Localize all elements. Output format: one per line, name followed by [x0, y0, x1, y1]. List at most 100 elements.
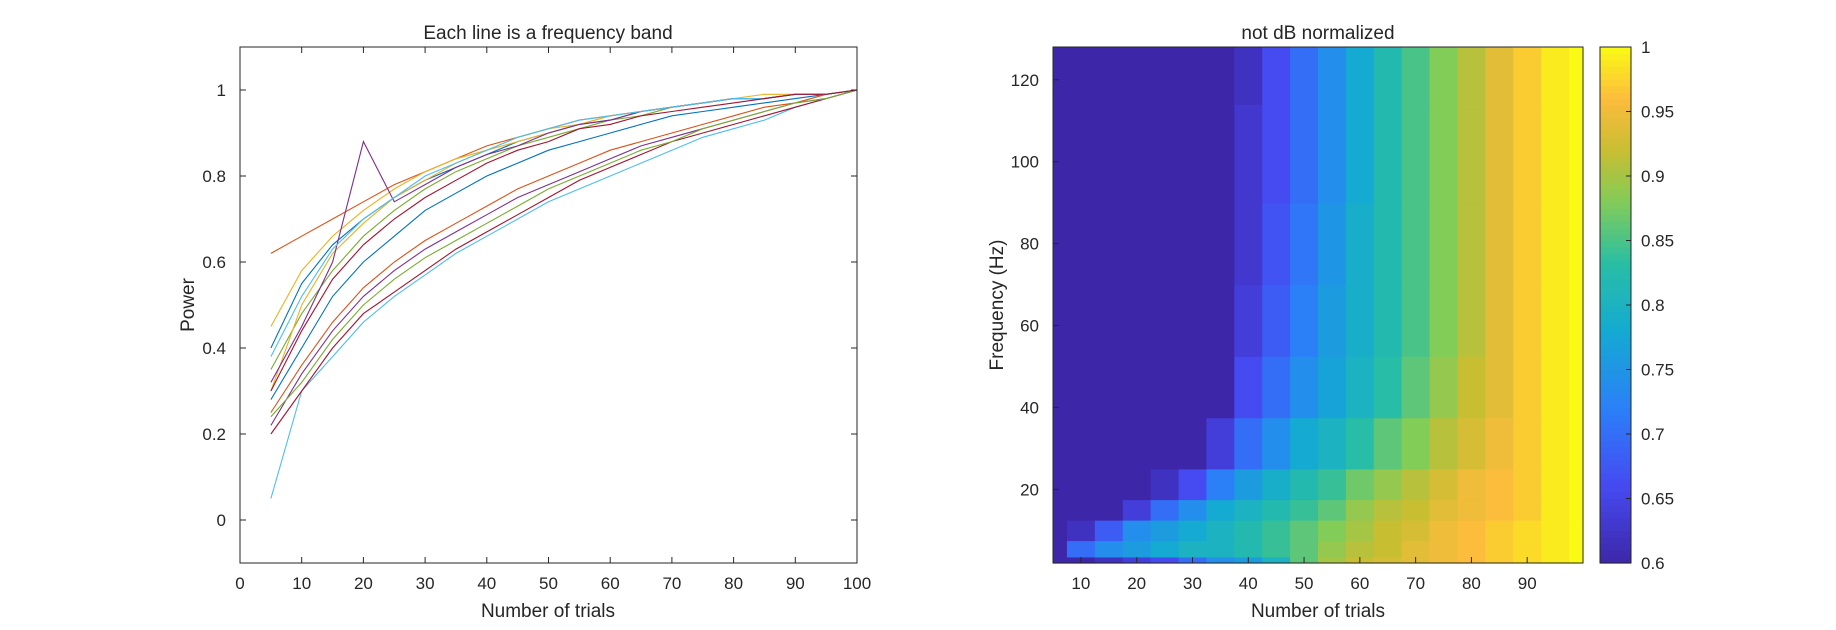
heatmap-cell [1513, 202, 1542, 286]
heatmap-cell [1262, 499, 1291, 521]
heatmap-cell [1150, 540, 1180, 558]
heatmap-cell [1206, 47, 1235, 105]
heatmap-cell [1345, 499, 1375, 521]
heatmap-cell [1457, 499, 1486, 521]
colorbar-segment [1600, 59, 1631, 67]
heatmap-cell [1122, 202, 1152, 286]
heatmap-cell [1290, 356, 1319, 419]
heatmap-cell [1234, 468, 1263, 501]
line-plot: Each line is a frequency band 0 10 20 30 40 5… [178, 23, 871, 622]
heatmap-cell [1513, 417, 1542, 470]
heatmap-cell [1178, 499, 1208, 521]
colorbar-segment [1600, 517, 1631, 525]
heatmap-cell [1234, 417, 1263, 470]
colorbar-segment [1600, 92, 1631, 100]
heatmap-cell [1122, 499, 1152, 521]
colorbar-segment [1600, 524, 1631, 532]
colorbar-segment [1600, 143, 1631, 151]
colorbar-tick-label: 0.75 [1641, 361, 1674, 380]
heatmap-cell [1457, 468, 1486, 501]
heatmap-cell [1066, 499, 1096, 521]
heatmap-cell [1569, 47, 1584, 105]
line-plot-series-group [270, 89, 858, 499]
colorbar-segment [1600, 363, 1631, 371]
heatmap-cell [1150, 202, 1180, 286]
colorbar-segment [1600, 176, 1631, 184]
colorbar-segment [1600, 556, 1631, 564]
heatmap-cell [1234, 284, 1263, 357]
heatmap-cell [1373, 540, 1403, 558]
heatmap-y-tick-label: 100 [1011, 153, 1039, 172]
heatmap-cell [1541, 356, 1570, 419]
heatmap-cell [1178, 540, 1208, 558]
heatmap-cell [1345, 417, 1375, 470]
heatmap-cell [1262, 468, 1291, 501]
y-tick-label: 1 [217, 81, 226, 100]
heatmap-x-tick-label: 90 [1518, 574, 1537, 593]
colorbar-segment [1600, 195, 1631, 203]
colorbar-segment [1600, 98, 1631, 106]
heatmap-cell [1150, 520, 1180, 542]
heatmap-cell [1150, 284, 1180, 357]
heatmap-cell [1094, 284, 1124, 357]
x-tick-label: 90 [786, 574, 805, 593]
heatmap-cell [1053, 356, 1068, 419]
heatmap-cell [1206, 356, 1235, 419]
colorbar-segment [1600, 421, 1631, 429]
line-series-11 [270, 89, 858, 383]
x-tick-label: 0 [235, 574, 244, 593]
heatmap-cell [1206, 520, 1235, 542]
heatmap-cell [1569, 284, 1584, 357]
heatmap-x-tick-label: 60 [1350, 574, 1369, 593]
heatmap-cell [1485, 520, 1514, 542]
heatmap-cell [1178, 468, 1208, 501]
colorbar-segment [1600, 472, 1631, 480]
heatmap-cell [1485, 202, 1514, 286]
colorbar-segment [1600, 434, 1631, 442]
colorbar-segment [1600, 498, 1631, 506]
heatmap-x-tick-label: 70 [1406, 574, 1425, 593]
heatmap-cell [1345, 284, 1375, 357]
heatmap-cell [1485, 104, 1514, 204]
colorbar-segment [1600, 324, 1631, 332]
colorbar-segment [1600, 330, 1631, 338]
colorbar-segment [1600, 137, 1631, 145]
heatmap-cell [1262, 284, 1291, 357]
colorbar-segment [1600, 453, 1631, 461]
heatmap-cell [1541, 284, 1570, 357]
heatmap-cell [1373, 356, 1403, 419]
heatmap-cell [1290, 499, 1319, 521]
heatmap-cell [1234, 540, 1263, 558]
colorbar-segment [1600, 279, 1631, 287]
colorbar-segment [1600, 414, 1631, 422]
heatmap-cell [1318, 47, 1347, 105]
heatmap-cell [1373, 499, 1403, 521]
heatmap-cell [1401, 468, 1431, 501]
colorbar-segment [1600, 130, 1631, 138]
heatmap-cell [1234, 47, 1263, 105]
heatmap-cell [1318, 202, 1347, 286]
colorbar-segment [1600, 85, 1631, 93]
heatmap-cell [1290, 284, 1319, 357]
heatmap-cell [1373, 104, 1403, 204]
heatmap-cell [1541, 468, 1570, 501]
heatmap-cell [1066, 356, 1096, 419]
heatmap-cell [1345, 468, 1375, 501]
heatmap-cell [1429, 520, 1459, 542]
heatmap-x-tick-label: 40 [1239, 574, 1258, 593]
heatmap-cell [1066, 520, 1096, 542]
heatmap-cell [1513, 540, 1542, 558]
heatmap-cell [1150, 468, 1180, 501]
x-tick-label: 50 [539, 574, 558, 593]
heatmap-cell [1262, 417, 1291, 470]
colorbar-segment [1600, 337, 1631, 345]
heatmap-cell [1122, 540, 1152, 558]
heatmap-cell [1569, 540, 1584, 558]
heatmap-cell [1569, 468, 1584, 501]
heatmap-cell [1066, 468, 1096, 501]
heatmap-cell [1122, 356, 1152, 419]
heatmap-cell [1485, 468, 1514, 501]
heatmap-cell [1457, 202, 1486, 286]
heatmap-cell [1053, 104, 1068, 204]
x-tick-label: 100 [843, 574, 871, 593]
